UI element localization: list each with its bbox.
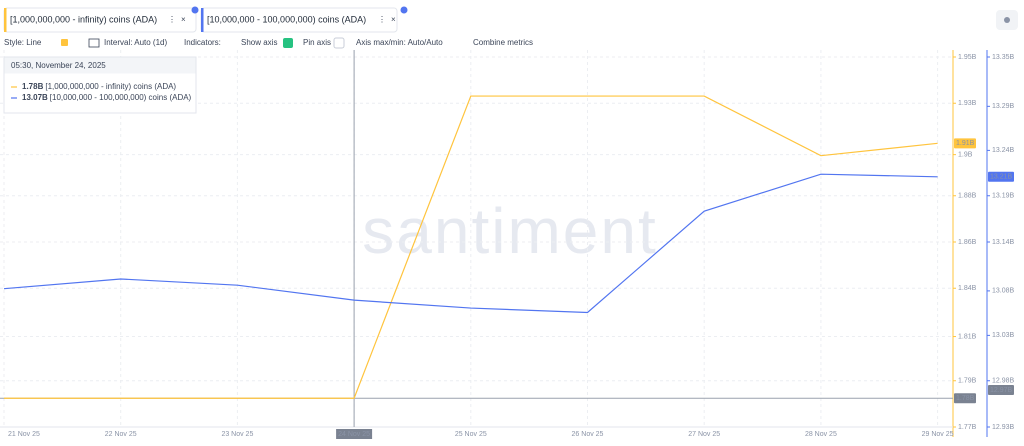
tooltip-name: [10,000,000 - 100,000,000) coins (ADA): [50, 93, 192, 102]
y-tick-label: 1.86B: [958, 239, 977, 246]
watermark: santiment: [362, 195, 657, 267]
y2-tick-label: 13.29B: [992, 103, 1015, 110]
chart: santiment 1.77B 1.79B 1.81B 1.84B 1.86B 1.88B 1…: [0, 50, 1015, 439]
y2-tick-label: 13.24B: [992, 147, 1015, 154]
y2-tick-label: 13.08B: [992, 288, 1015, 295]
interval-icon: [88, 38, 100, 48]
x-crosshair-tag: [336, 429, 373, 439]
y-tick-label: 1.88B: [958, 193, 977, 200]
x-tick-label: 21 Nov 25: [8, 431, 40, 438]
y-tick-label: 1.93B: [958, 100, 977, 107]
show-axis-toggle[interactable]: Show axis: [241, 38, 277, 47]
y2-tick-label: 13.03B: [992, 332, 1015, 339]
y2-tick-label: 12.98B: [992, 378, 1015, 385]
axis-tag-label: 12.97B: [990, 387, 1013, 394]
y-tick-label: 1.77B: [958, 424, 977, 431]
y-tick-label: 1.79B: [958, 378, 977, 385]
color-select[interactable]: [61, 39, 68, 46]
series-line: [3, 173, 938, 314]
show-axis-checkbox[interactable]: [283, 38, 293, 48]
y2-tick-label: 13.19B: [992, 193, 1015, 200]
y-tick-label: 1.95B: [958, 54, 977, 61]
tab-label[interactable]: [1,000,000,000 - infinity) coins (ADA): [10, 14, 157, 24]
x-tick-label: 27 Nov 25: [688, 431, 720, 438]
tab-color: [4, 8, 7, 32]
axis-tag-label: 1.78B: [956, 395, 975, 402]
tab-close[interactable]: ×: [181, 15, 186, 24]
y-tick-label: 1.84B: [958, 285, 977, 292]
tooltip-value: 13.07B: [22, 93, 48, 102]
x-tick-label: 28 Nov 25: [805, 431, 837, 438]
tab-menu[interactable]: ⋮: [378, 15, 386, 24]
axis-tag: [988, 171, 1014, 182]
x-tick-label: 29 Nov 25: [922, 431, 954, 438]
y-tick-label: 1.81B: [958, 333, 977, 340]
tooltip-title: 05:30, November 24, 2025: [11, 61, 106, 70]
tooltip-value: 1.78B: [22, 82, 44, 91]
y2-tick-label: 12.93B: [992, 424, 1015, 431]
tab-color: [201, 8, 204, 32]
series-line: [4, 95, 938, 399]
tab-settings[interactable]: [191, 6, 199, 14]
tab-settings[interactable]: [400, 6, 408, 14]
axis-tag: [954, 393, 976, 404]
tab-label[interactable]: [10,000,000 - 100,000,000) coins (ADA): [207, 14, 366, 24]
x-tick-label: 23 Nov 25: [221, 431, 253, 438]
y-tick-label: 1.9B: [958, 151, 973, 158]
axis-minmax-select[interactable]: Axis max/min: Auto/Auto: [356, 38, 443, 47]
interval-select[interactable]: Interval: Auto (1d): [104, 38, 167, 47]
pin-axis-checkbox[interactable]: [333, 37, 345, 49]
tab-close[interactable]: ×: [391, 15, 396, 24]
tooltip-name: [1,000,000,000 - infinity) coins (ADA): [45, 82, 176, 91]
axis-tag-label: 13.21B: [990, 174, 1013, 181]
x-tick-label: 24 Nov 25: [338, 431, 370, 438]
y2-tick-label: 13.35B: [992, 54, 1015, 61]
x-tick-label: 25 Nov 25: [455, 431, 487, 438]
axis-tag: [954, 138, 976, 149]
y2-tick-label: 13.14B: [992, 239, 1015, 246]
x-tick-label: 26 Nov 25: [572, 431, 604, 438]
tooltip-header: [4, 57, 196, 74]
axis-tag: [988, 385, 1014, 395]
style-select[interactable]: Style: Line: [4, 38, 42, 47]
indicators-select[interactable]: Indicators:: [184, 38, 221, 47]
x-tick-label: 22 Nov 25: [105, 431, 137, 438]
axis-tag-label: 1.91B: [956, 140, 975, 147]
pin-axis-toggle[interactable]: Pin axis: [303, 38, 331, 47]
tab-menu[interactable]: ⋮: [168, 15, 176, 24]
combine-metrics-button[interactable]: Combine metrics: [473, 38, 533, 47]
settings-icon: [1004, 17, 1010, 23]
